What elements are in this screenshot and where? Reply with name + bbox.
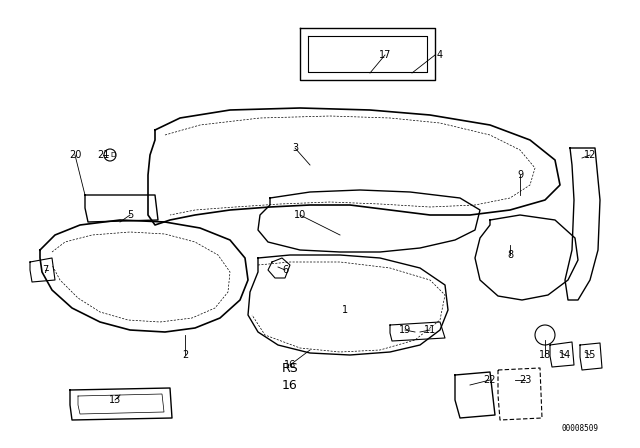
Text: 6: 6 (282, 265, 288, 275)
Text: 16: 16 (282, 379, 298, 392)
Text: 13: 13 (109, 395, 121, 405)
Text: 11: 11 (424, 325, 436, 335)
Text: 9: 9 (517, 170, 523, 180)
Text: 18: 18 (539, 350, 551, 360)
Text: 1: 1 (342, 305, 348, 315)
Text: 8: 8 (507, 250, 513, 260)
Text: 7: 7 (42, 265, 48, 275)
Text: 16: 16 (284, 360, 296, 370)
Text: 15: 15 (584, 350, 596, 360)
Text: 17: 17 (379, 50, 391, 60)
Text: 19: 19 (399, 325, 411, 335)
Text: 23: 23 (519, 375, 531, 385)
Text: RS: RS (282, 362, 298, 375)
Text: 14: 14 (559, 350, 571, 360)
Text: 3: 3 (292, 143, 298, 153)
Text: 12: 12 (584, 150, 596, 160)
Text: 4: 4 (437, 50, 443, 60)
Text: 20: 20 (69, 150, 81, 160)
Text: D: D (110, 152, 116, 158)
Text: 2: 2 (182, 350, 188, 360)
Text: 22: 22 (484, 375, 496, 385)
Text: 10: 10 (294, 210, 306, 220)
Text: 5: 5 (127, 210, 133, 220)
Text: 21: 21 (97, 150, 109, 160)
Text: 00008509: 00008509 (561, 423, 598, 432)
